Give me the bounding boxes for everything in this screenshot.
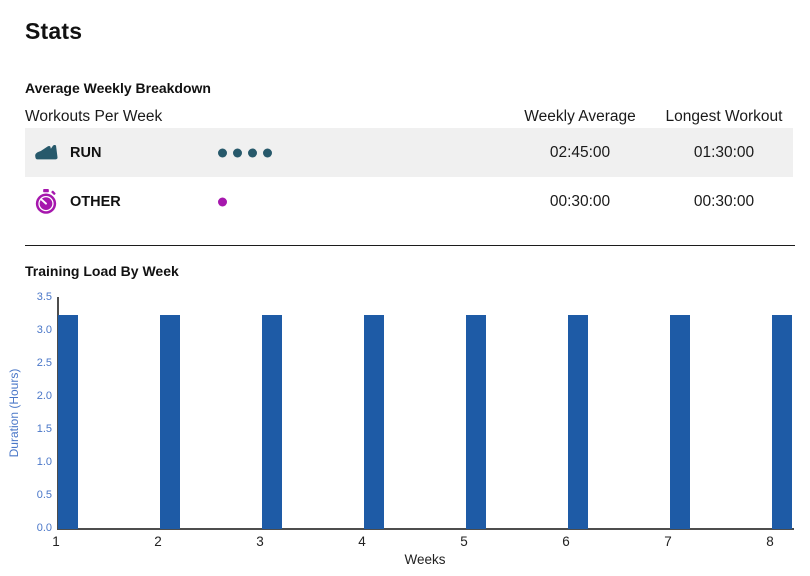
y-axis-line [57, 297, 59, 529]
average-weekly-breakdown-heading: Average Weekly Breakdown [25, 80, 211, 96]
x-tick-label: 1 [52, 534, 60, 549]
x-tick-label: 6 [562, 534, 570, 549]
x-tick-label: 3 [256, 534, 264, 549]
x-axis-line [57, 528, 794, 530]
page-title: Stats [25, 18, 83, 44]
table-row-other: OTHER 00:30:00 00:30:00 [25, 177, 793, 227]
workout-dot [248, 148, 257, 157]
x-tick-label: 4 [358, 534, 366, 549]
activity-label: RUN [70, 144, 102, 161]
y-tick-label: 0.0 [36, 522, 52, 534]
x-tick-label: 5 [460, 534, 468, 549]
bar-week-3 [262, 314, 282, 529]
weekly-average-value: 00:30:00 [549, 193, 611, 210]
training-load-by-week-heading: Training Load By Week [25, 263, 179, 279]
bar-week-1 [58, 314, 78, 529]
workout-dot [233, 148, 242, 157]
bar-week-7 [670, 314, 690, 529]
bar-week-4 [364, 314, 384, 529]
workout-dot [218, 148, 227, 157]
running-shoe-icon [33, 139, 61, 167]
y-tick-label: 3.5 [36, 291, 52, 303]
bar-week-8 [772, 314, 792, 529]
bar-week-6 [568, 314, 588, 529]
column-header-weekly-average: Weekly Average [524, 108, 636, 125]
workouts-per-week-dots-other [218, 197, 227, 207]
y-tick-label: 2.5 [36, 357, 52, 369]
y-tick-label: 0.5 [36, 489, 52, 501]
workout-dot [263, 148, 272, 157]
y-tick-label: 3.0 [36, 324, 52, 336]
x-axis-label: Weeks [404, 552, 446, 567]
weekly-average-value: 02:45:00 [549, 143, 611, 161]
y-tick-label: 1.5 [36, 423, 52, 435]
column-header-workouts-per-week: Workouts Per Week [25, 108, 163, 125]
section-divider [25, 245, 795, 246]
longest-workout-value: 00:30:00 [693, 193, 755, 210]
y-tick-label: 1.0 [36, 456, 52, 468]
x-tick-label: 7 [664, 534, 672, 549]
workout-dot [218, 197, 227, 207]
activity-label: OTHER [70, 194, 121, 210]
y-axis-label: Duration (Hours) [7, 368, 21, 458]
longest-workout-value: 01:30:00 [693, 143, 755, 161]
bar-week-2 [160, 314, 180, 529]
x-tick-label: 2 [154, 534, 162, 549]
stopwatch-icon [33, 188, 61, 216]
column-header-longest-workout: Longest Workout [665, 108, 783, 125]
table-row-run: RUN 02:45:00 01:30:00 [25, 128, 793, 177]
workouts-per-week-dots-run [218, 148, 272, 157]
y-tick-label: 2.0 [36, 390, 52, 402]
bar-week-5 [466, 314, 486, 529]
x-tick-label: 8 [766, 534, 774, 549]
